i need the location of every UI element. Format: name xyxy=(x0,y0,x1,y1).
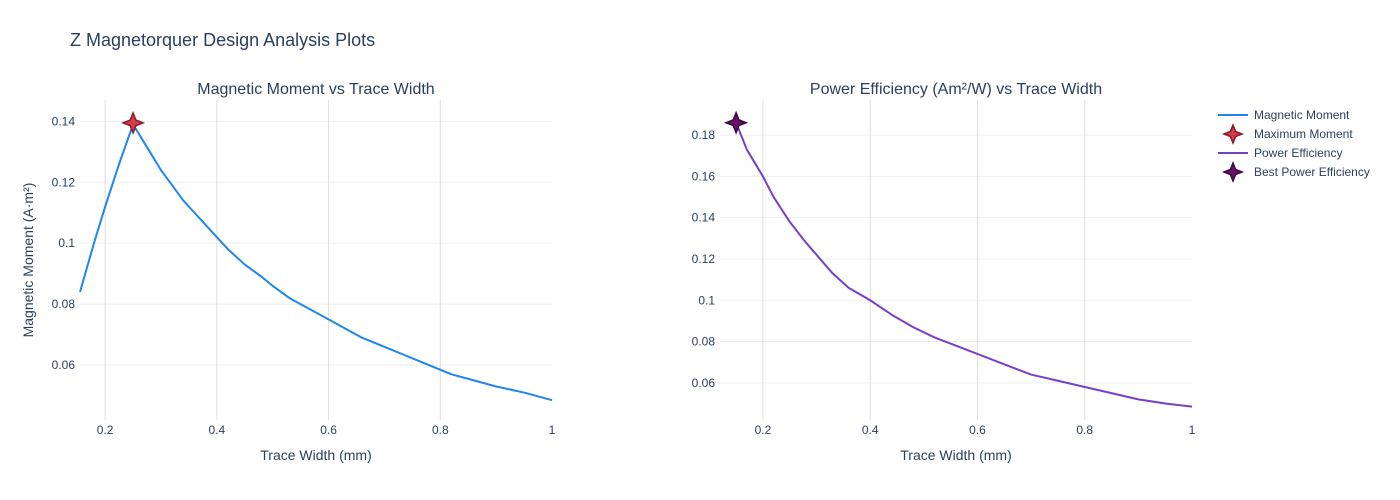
efficiency-series-line xyxy=(735,122,1193,408)
legend-label: Maximum Moment xyxy=(1254,127,1353,141)
y-tick-label: 0.14 xyxy=(692,211,716,225)
y-tick-label: 0.12 xyxy=(52,175,76,189)
moment-subplot: 0.06 0.08 0.1 0.12 0.14 0.2 0.4 0.6 0.8 1 Magnetic… xyxy=(20,81,556,463)
y-tick-label: 0.12 xyxy=(692,252,716,266)
legend-item[interactable]: Maximum Moment xyxy=(1221,122,1353,146)
y-tick-label: 0.1 xyxy=(698,293,715,307)
moment-subplot-title: Magnetic Moment vs Trace Width xyxy=(197,81,434,98)
efficiency-marker-star xyxy=(724,110,749,135)
y-tick-label: 0.08 xyxy=(692,335,716,349)
efficiency-x-axis-title: Trace Width (mm) xyxy=(900,447,1011,463)
efficiency-subplot: 0.06 0.08 0.1 0.12 0.14 0.16 0.18 0.2 0.4 0.6 0.8 1… xyxy=(692,81,1196,463)
legend-item[interactable]: Magnetic Moment xyxy=(1218,108,1350,122)
y-tick-label: 0.14 xyxy=(52,114,76,128)
moment-x-axis-title: Trace Width (mm) xyxy=(260,447,371,463)
x-tick-label: 1 xyxy=(1189,423,1196,437)
legend-star-swatch xyxy=(1221,160,1245,184)
legend-label: Power Efficiency xyxy=(1254,146,1342,160)
legend-label: Magnetic Moment xyxy=(1254,108,1350,122)
x-tick-label: 0.4 xyxy=(209,423,226,437)
x-tick-label: 1 xyxy=(549,423,556,437)
moment-series-line xyxy=(79,123,553,402)
x-tick-label: 0.6 xyxy=(320,423,337,437)
legend-item[interactable]: Best Power Efficiency xyxy=(1221,160,1370,184)
x-tick-label: 0.2 xyxy=(97,423,114,437)
y-tick-label: 0.06 xyxy=(692,376,716,390)
x-tick-label: 0.6 xyxy=(969,423,986,437)
x-tick-label: 0.4 xyxy=(862,423,879,437)
y-tick-label: 0.18 xyxy=(692,128,716,142)
y-tick-label: 0.1 xyxy=(58,236,75,250)
x-tick-label: 0.2 xyxy=(755,423,772,437)
moment-marker-star xyxy=(121,110,146,135)
x-tick-label: 0.8 xyxy=(1076,423,1093,437)
efficiency-subplot-title: Power Efficiency (Am²/W) vs Trace Width xyxy=(810,81,1102,98)
legend-label: Best Power Efficiency xyxy=(1254,165,1370,179)
legend-star-swatch xyxy=(1221,122,1245,146)
y-tick-label: 0.16 xyxy=(692,169,716,183)
legend: Magnetic Moment Maximum Moment Power Effic… xyxy=(1218,108,1370,184)
legend-item[interactable]: Power Efficiency xyxy=(1218,146,1342,160)
y-tick-label: 0.08 xyxy=(52,297,76,311)
y-tick-label: 0.06 xyxy=(52,358,76,372)
moment-y-axis-title: Magnetic Moment (A·m²) xyxy=(20,183,36,338)
chart-title: Z Magnetorquer Design Analysis Plots xyxy=(70,30,376,50)
x-tick-label: 0.8 xyxy=(432,423,449,437)
